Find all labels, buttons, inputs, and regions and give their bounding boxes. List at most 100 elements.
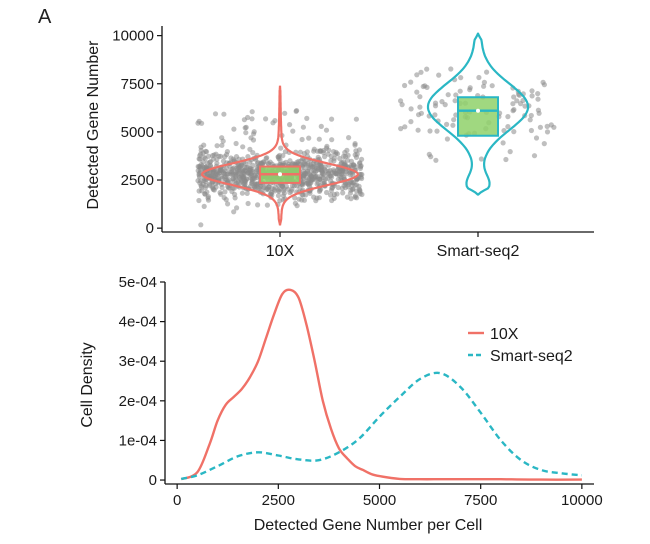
jitter-point — [418, 69, 424, 75]
jitter-point — [231, 209, 237, 215]
jitter-point — [219, 175, 225, 181]
jitter-point — [489, 83, 495, 89]
jitter-point — [528, 127, 535, 134]
jitter-point — [535, 107, 542, 113]
jitter-point — [263, 116, 269, 122]
jitter-point — [436, 72, 442, 78]
jitter-point — [261, 185, 267, 191]
jitter-point — [250, 137, 257, 143]
jitter-point — [222, 168, 228, 174]
jitter-point — [305, 162, 311, 169]
jitter-point — [209, 173, 215, 179]
jitter-point — [352, 194, 358, 200]
jitter-point — [349, 182, 355, 188]
jitter-point — [307, 190, 313, 196]
legend: 10X Smart-seq2 — [468, 326, 573, 365]
jitter-point — [501, 128, 507, 134]
jitter-point — [275, 154, 281, 160]
jitter-point — [359, 191, 365, 198]
jitter-point — [353, 148, 359, 154]
jitter-point — [241, 117, 247, 123]
jitter-point — [304, 180, 310, 186]
jitter-point — [484, 69, 490, 75]
jitter-point — [448, 66, 454, 72]
jitter-point — [344, 194, 350, 200]
jitter-point — [249, 109, 255, 115]
jitter-point — [265, 160, 271, 166]
jitter-point — [316, 195, 322, 201]
jitter-point — [335, 184, 341, 191]
jitter-point — [332, 170, 338, 176]
jitter-point — [198, 151, 204, 157]
jitter-point — [541, 141, 547, 147]
y-axis-ticks: 0 2500 5000 7500 10000 — [112, 28, 162, 237]
y-tick-label: 7500 — [121, 76, 154, 93]
jitter-point — [340, 190, 346, 196]
jitter-point — [313, 198, 319, 204]
jitter-point — [537, 124, 544, 130]
y-tick-label: 10000 — [112, 28, 154, 45]
jitter-point — [205, 197, 212, 203]
jitter-point — [356, 186, 362, 192]
jitter-point — [257, 186, 263, 192]
median-dot — [278, 172, 282, 177]
median-dot — [476, 108, 480, 113]
jitter-point — [481, 79, 487, 85]
jitter-point — [329, 137, 335, 143]
jitter-point — [287, 158, 293, 164]
jitter-point — [358, 171, 364, 178]
density-line-10x — [180, 288, 582, 481]
jitter-points — [195, 66, 557, 228]
jitter-point — [308, 174, 314, 180]
x-tick-label: 7500 — [464, 492, 497, 509]
legend-label: Smart-seq2 — [490, 348, 573, 365]
jitter-point — [269, 185, 275, 192]
jitter-point — [247, 170, 253, 176]
jitter-point — [311, 148, 317, 154]
jitter-point — [252, 172, 258, 178]
jitter-point — [219, 135, 225, 141]
jitter-point — [297, 149, 303, 155]
jitter-point — [424, 66, 430, 72]
jitter-point — [201, 142, 207, 148]
jitter-point — [510, 101, 516, 107]
jitter-point — [359, 156, 365, 162]
violin-chart: 0 2500 5000 7500 10000 10X Smart-seq2 Detecte… — [85, 26, 594, 260]
jitter-point — [323, 127, 330, 133]
jitter-point — [533, 135, 540, 141]
jitter-point — [292, 195, 298, 201]
jitter-point — [305, 168, 311, 174]
jitter-point — [457, 88, 463, 94]
jitter-point — [511, 94, 517, 100]
jitter-point — [402, 124, 408, 130]
jitter-point — [204, 160, 210, 166]
y-tick-label: 0 — [146, 220, 154, 237]
jitter-point — [414, 72, 420, 78]
jitter-point — [299, 197, 305, 203]
jitter-point — [324, 143, 330, 149]
jitter-point — [318, 123, 324, 129]
jitter-point — [408, 79, 414, 85]
jitter-point — [196, 171, 202, 177]
jitter-point — [251, 184, 257, 190]
jitter-point — [318, 167, 325, 173]
jitter-point — [229, 188, 235, 195]
jitter-point — [510, 108, 516, 114]
jitter-point — [238, 161, 244, 167]
y-tick-label: 5e-04 — [119, 274, 157, 291]
jitter-point — [239, 190, 245, 196]
jitter-point — [416, 112, 422, 118]
density-series — [180, 288, 583, 481]
x-tick-label: 2500 — [262, 492, 295, 509]
jitter-point — [275, 193, 282, 199]
jitter-point — [225, 201, 231, 207]
jitter-point — [293, 108, 299, 114]
jitter-point — [329, 174, 335, 180]
jitter-point — [451, 117, 457, 123]
jitter-point — [217, 190, 223, 196]
jitter-point — [514, 98, 520, 104]
jitter-point — [458, 75, 464, 81]
jitter-point — [240, 167, 246, 173]
jitter-point — [230, 171, 236, 177]
